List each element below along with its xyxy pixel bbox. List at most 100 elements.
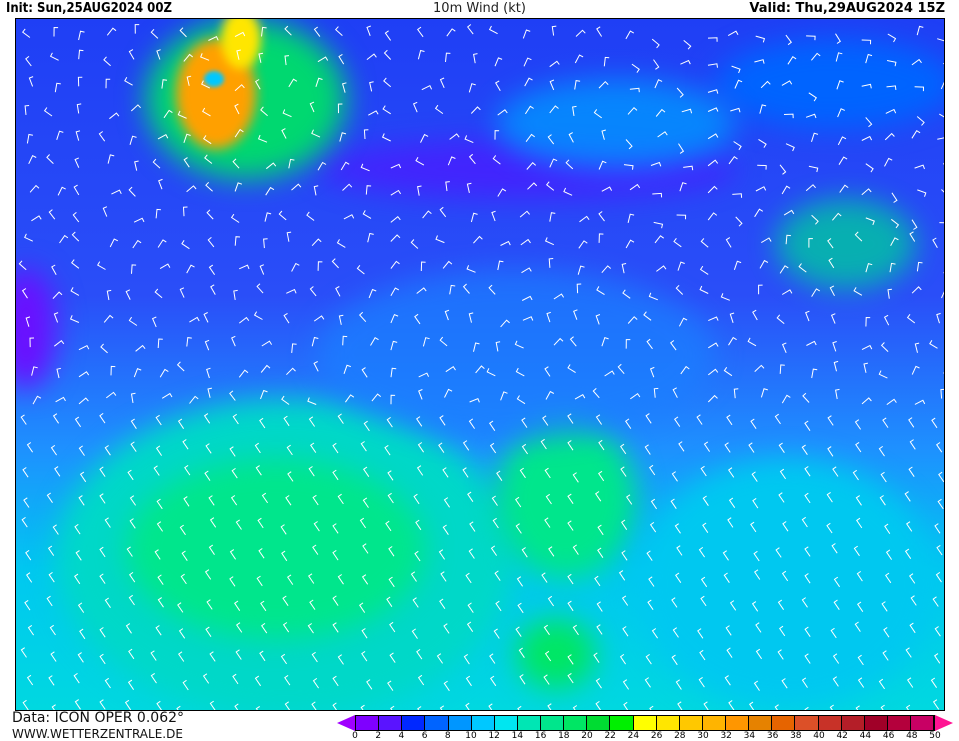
wind-barb: [186, 264, 195, 274]
wind-barb: [779, 364, 785, 374]
wind-barb: [943, 272, 944, 274]
wind-barb: [189, 316, 200, 323]
wind-barb: [887, 33, 897, 43]
wind-barb: [703, 701, 709, 710]
wind-barb: [463, 653, 470, 665]
wind-barb: [646, 550, 653, 561]
wind-barb: [911, 219, 918, 230]
wind-barb: [282, 622, 290, 633]
wind-barb: [208, 264, 216, 275]
wind-barb: [99, 699, 106, 710]
wind-barb: [288, 78, 298, 88]
wind-barb: [699, 649, 706, 661]
wind-barb: [595, 314, 601, 325]
wind-barb: [543, 674, 550, 685]
wind-barb: [729, 312, 735, 323]
wind-barb: [774, 413, 781, 425]
legend-swatch: [702, 716, 726, 730]
wind-barb: [291, 262, 300, 272]
wind-barb: [574, 394, 586, 400]
legend-tick-label: 28: [674, 731, 686, 741]
wind-barb: [649, 464, 656, 476]
wind-barb: [161, 392, 173, 399]
wind-barb: [646, 338, 653, 350]
wind-barb: [387, 470, 394, 481]
wind-barb: [905, 704, 911, 710]
wind-barb: [183, 53, 194, 62]
wind-barb: [257, 134, 268, 143]
wind-barb: [53, 339, 65, 347]
legend-swatch: [402, 716, 426, 730]
wind-barb: [754, 59, 765, 64]
wind-barb: [707, 185, 718, 194]
wind-barb: [522, 316, 534, 321]
legend-tick-label: 46: [882, 731, 895, 741]
wind-barb: [625, 239, 635, 249]
wind-map: [15, 18, 945, 711]
wind-barb: [260, 106, 268, 117]
wind-barb: [779, 164, 787, 175]
wind-barb: [107, 154, 115, 164]
wind-barb: [468, 548, 475, 559]
wind-barb: [490, 675, 497, 687]
wind-barb: [186, 337, 192, 347]
wind-barb: [700, 465, 707, 477]
wind-barb: [781, 342, 787, 353]
wind-barb: [25, 316, 31, 327]
wind-barb: [906, 314, 916, 324]
wind-barb: [383, 49, 392, 60]
wind-barb: [55, 396, 66, 403]
wind-barb: [937, 38, 944, 42]
wind-barb: [755, 648, 763, 660]
wind-barb: [804, 546, 811, 557]
wind-barb: [882, 650, 889, 661]
wind-barb: [494, 57, 503, 67]
wind-barb: [801, 597, 808, 608]
wind-barb: [311, 651, 318, 663]
wind-barb: [779, 625, 786, 637]
wind-barb: [909, 573, 916, 584]
wind-barb: [592, 388, 600, 399]
wind-barb: [24, 599, 31, 611]
wind-barb: [337, 413, 344, 424]
wind-barb: [826, 522, 833, 534]
wind-barb: [31, 366, 38, 376]
wind-barb: [259, 650, 266, 662]
wind-barb: [757, 164, 767, 170]
wind-barb: [462, 467, 469, 478]
wind-barb: [473, 342, 480, 352]
wind-barb: [911, 58, 922, 66]
wind-barb: [22, 467, 29, 478]
legend-tick-label: 48: [906, 731, 918, 741]
wind-barb: [500, 319, 510, 328]
wind-barb: [675, 572, 682, 583]
wind-barb: [28, 155, 37, 165]
wind-barb: [728, 336, 737, 346]
wind-barb: [365, 185, 372, 195]
wind-barb: [781, 185, 791, 195]
wind-barb: [126, 546, 133, 557]
legend-tick-label: 42: [836, 731, 848, 741]
wind-barb: [43, 107, 53, 117]
wind-barb: [150, 672, 157, 684]
wind-barb: [284, 674, 291, 686]
wind-barb: [130, 441, 137, 452]
wind-barb: [236, 49, 241, 60]
wind-barb: [99, 493, 106, 504]
wind-barb: [368, 288, 377, 299]
wind-barb: [648, 576, 655, 587]
wind-barb: [801, 677, 808, 688]
wind-barb: [254, 442, 261, 454]
wind-barb: [618, 570, 626, 581]
legend-swatch: [379, 716, 403, 730]
wind-barb: [522, 29, 531, 39]
data-source: Data: ICON OPER 0.062°: [12, 710, 185, 726]
wind-barb: [70, 287, 80, 296]
wind-barb: [728, 156, 738, 165]
wind-barb: [671, 471, 678, 482]
wind-barb: [315, 77, 323, 87]
wind-barb: [549, 158, 558, 168]
wind-barb: [515, 496, 522, 508]
wind-barb: [728, 700, 735, 710]
wind-barb: [204, 569, 212, 580]
